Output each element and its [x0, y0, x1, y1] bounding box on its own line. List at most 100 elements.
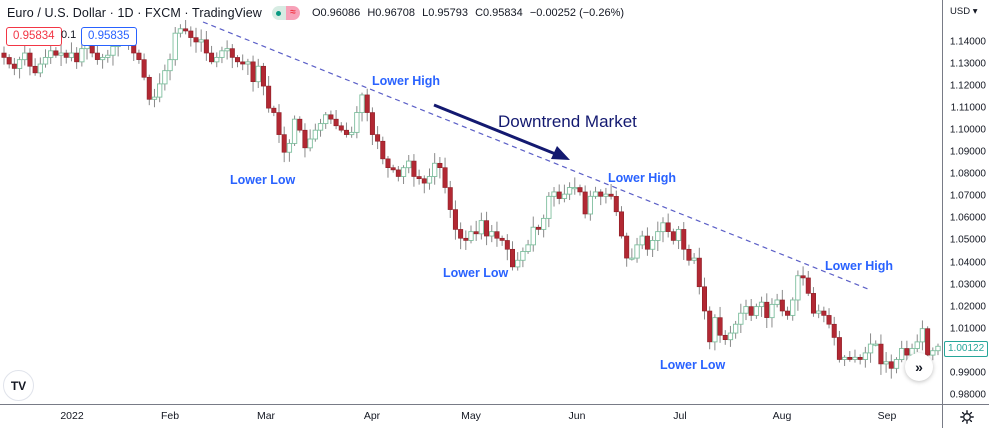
candle — [732, 320, 739, 339]
scroll-to-realtime-button[interactable]: » — [905, 353, 933, 381]
candle — [458, 222, 464, 250]
candlestick-series — [1, 20, 941, 379]
candle — [582, 185, 588, 219]
chart-settings-button[interactable] — [942, 404, 989, 428]
candle — [390, 164, 396, 173]
candle — [354, 106, 360, 139]
downtrend-arrow — [433, 103, 559, 157]
candle — [385, 155, 391, 178]
candle — [302, 123, 308, 158]
candle — [297, 116, 303, 133]
chart-pane[interactable]: Euro / U.S. Dollar · 1D · FXCM · Trading… — [0, 0, 942, 404]
price-tick: 1.09000 — [949, 146, 986, 158]
candle — [779, 289, 785, 317]
tradingview-logo-icon[interactable]: TV — [3, 370, 34, 401]
candle — [847, 351, 853, 362]
candle — [219, 46, 225, 64]
candle — [489, 224, 495, 243]
price-axis[interactable]: USD ▾ 1.14000 1.13000 1.12000 1.11000 1.1000… — [942, 0, 989, 404]
candle — [494, 221, 500, 247]
candle — [203, 30, 209, 61]
candle — [769, 298, 775, 328]
sell-button[interactable]: 0.95834 — [6, 27, 62, 46]
candle — [758, 296, 765, 317]
time-tick: Jun — [568, 410, 586, 422]
candle — [281, 126, 287, 163]
candle — [146, 74, 152, 106]
open-value: O0.96086 — [311, 7, 361, 19]
candle — [836, 330, 842, 363]
candle — [852, 349, 858, 363]
candle — [400, 165, 407, 185]
candle — [432, 153, 438, 185]
candle — [250, 55, 256, 92]
candle — [1, 46, 7, 65]
candle — [447, 180, 453, 218]
price-tick: 0.98000 — [949, 389, 986, 401]
candle — [785, 306, 791, 320]
candle — [504, 234, 510, 261]
candle — [105, 49, 111, 63]
candle — [188, 26, 194, 47]
candle — [177, 24, 184, 38]
candle — [899, 340, 905, 363]
time-axis[interactable]: 2022 Feb Mar Apr May Jun Jul Aug Sep — [0, 404, 942, 428]
candle — [157, 73, 163, 103]
candle — [375, 126, 381, 150]
lower-low-label: Lower Low — [230, 173, 296, 187]
lower-high-label: Lower High — [372, 74, 441, 88]
candle — [566, 182, 573, 201]
candle — [893, 357, 900, 374]
candle — [380, 136, 386, 165]
symbol-title[interactable]: Euro / U.S. Dollar · 1D · FXCM · Trading… — [7, 6, 262, 20]
lower-high-label: Lower High — [608, 171, 677, 185]
candle — [411, 154, 417, 187]
equals-icon: ≈ — [285, 6, 300, 20]
candle — [831, 316, 837, 346]
lower-low-label: Lower Low — [660, 358, 726, 372]
currency-selector[interactable]: USD ▾ — [950, 6, 978, 17]
candle — [878, 334, 884, 375]
candle — [437, 157, 443, 179]
candle — [841, 355, 848, 367]
candle — [323, 111, 329, 129]
time-tick: Jul — [673, 410, 687, 422]
candle — [753, 303, 760, 319]
low-value: L0.95793 — [422, 7, 468, 19]
candle — [510, 241, 516, 271]
gear-icon — [959, 409, 974, 424]
candle — [707, 306, 713, 350]
price-tick: 1.12000 — [949, 80, 986, 92]
candle — [27, 48, 33, 76]
candle — [655, 221, 661, 252]
candle — [343, 122, 349, 138]
candle — [58, 42, 64, 66]
candle — [426, 168, 433, 190]
candle — [738, 303, 744, 333]
candle — [670, 228, 676, 245]
candle — [369, 107, 375, 146]
buy-button[interactable]: 0.95835 — [81, 27, 137, 46]
candle — [743, 299, 749, 321]
downtrend-line[interactable] — [202, 21, 869, 290]
candle — [598, 189, 604, 206]
price-tick: 1.10000 — [949, 124, 986, 136]
price-tick: 0.99000 — [949, 367, 986, 379]
candle — [727, 325, 734, 347]
candle — [359, 92, 365, 122]
candle — [665, 213, 671, 238]
candle — [634, 237, 640, 263]
candle — [790, 297, 796, 321]
candle — [395, 166, 401, 182]
candle — [136, 49, 142, 64]
candle — [53, 47, 59, 58]
candle — [592, 186, 599, 199]
candle — [644, 227, 650, 256]
candle — [499, 235, 505, 246]
candle — [530, 216, 536, 252]
market-status-toggle[interactable]: ≈ — [271, 6, 300, 20]
candle — [515, 252, 521, 271]
candle — [214, 52, 220, 68]
candle — [561, 184, 568, 203]
arrow-head-icon — [551, 146, 570, 160]
